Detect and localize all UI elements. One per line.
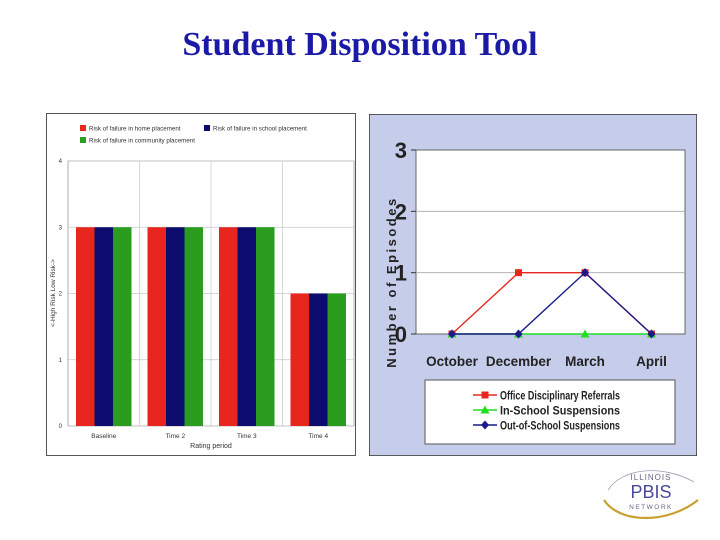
- line-point: [515, 269, 522, 277]
- bar-legend-swatch: [80, 137, 86, 143]
- bar: [166, 227, 185, 426]
- logo-line1: ILLINOIS: [631, 473, 672, 482]
- bar: [237, 227, 256, 426]
- bar-legend-label: Risk of failure in school placement: [213, 126, 307, 133]
- line-plot-area: [415, 149, 686, 335]
- line-x-tick-label: December: [486, 354, 552, 369]
- line-legend-marker: [481, 420, 489, 430]
- line-legend-label: In-School Suspensions: [500, 404, 620, 418]
- line-x-tick-label: April: [636, 354, 667, 369]
- line-legend-box: [424, 379, 676, 445]
- line-point: [514, 329, 523, 339]
- bar-y-tick-label: 1: [59, 358, 63, 364]
- line-x-tick-label: March: [565, 354, 605, 369]
- bar-legend-label: Risk of failure in home placement: [89, 126, 181, 133]
- illinois-pbis-network-logo: ILLINOIS PBIS NETWORK: [603, 470, 699, 519]
- bar: [256, 227, 275, 426]
- line-y-axis-label: Number of Episodes: [384, 196, 399, 367]
- line-point: [448, 329, 456, 339]
- line-y-tick-label: 3: [395, 138, 407, 163]
- bar-x-tick-label: Time 4: [308, 433, 328, 440]
- bar-x-tick-label: Time 2: [165, 433, 185, 440]
- line-y-tick-label: 2: [395, 199, 407, 224]
- bar-legend-label: Risk of failure in community placement: [89, 138, 195, 145]
- bar: [184, 227, 203, 426]
- bar-y-tick-label: 0: [59, 424, 63, 430]
- bar: [309, 293, 328, 426]
- bar: [147, 227, 166, 426]
- line-series: [452, 271, 652, 335]
- line-legend-marker: [481, 391, 489, 399]
- bar-x-axis-label: Rating period: [190, 443, 232, 450]
- bar: [113, 227, 132, 426]
- bar: [290, 293, 309, 426]
- line-legend-marker: [480, 405, 490, 414]
- bar-legend-swatch: [204, 125, 210, 131]
- bar-x-tick-label: Time 3: [237, 433, 257, 440]
- bar-x-tick-label: Baseline: [91, 433, 116, 440]
- logo-line2: PBIS: [630, 482, 671, 502]
- bar: [219, 227, 238, 426]
- line-y-tick-label: 0: [395, 322, 407, 347]
- logo-line3: NETWORK: [629, 504, 673, 511]
- risk-bar-chart: Risk of failure in home placement Risk of…: [46, 113, 356, 456]
- line-point: [647, 329, 656, 339]
- bar-y-tick-label: 4: [59, 159, 63, 165]
- line-legend-label: Office Disciplinary Referrals: [500, 389, 620, 403]
- bar: [327, 293, 346, 426]
- bar-y-tick-label: 3: [59, 225, 63, 231]
- line-x-tick-label: October: [426, 354, 479, 369]
- line-point: [580, 329, 590, 338]
- bar: [76, 227, 95, 426]
- bar-legend-swatch: [80, 125, 86, 131]
- bar-y-tick-label: 2: [59, 292, 63, 298]
- line-y-tick-label: 1: [395, 261, 407, 286]
- page-title: Student Disposition Tool: [182, 26, 538, 63]
- bar-y-axis-label: <-High Risk Low Risk->: [50, 259, 57, 327]
- line-point: [581, 268, 589, 278]
- episodes-line-chart: 0 1 2 3 October December March April Number of…: [369, 114, 697, 456]
- bar: [94, 227, 113, 426]
- line-legend-label: Out-of-School Suspensions: [500, 419, 620, 433]
